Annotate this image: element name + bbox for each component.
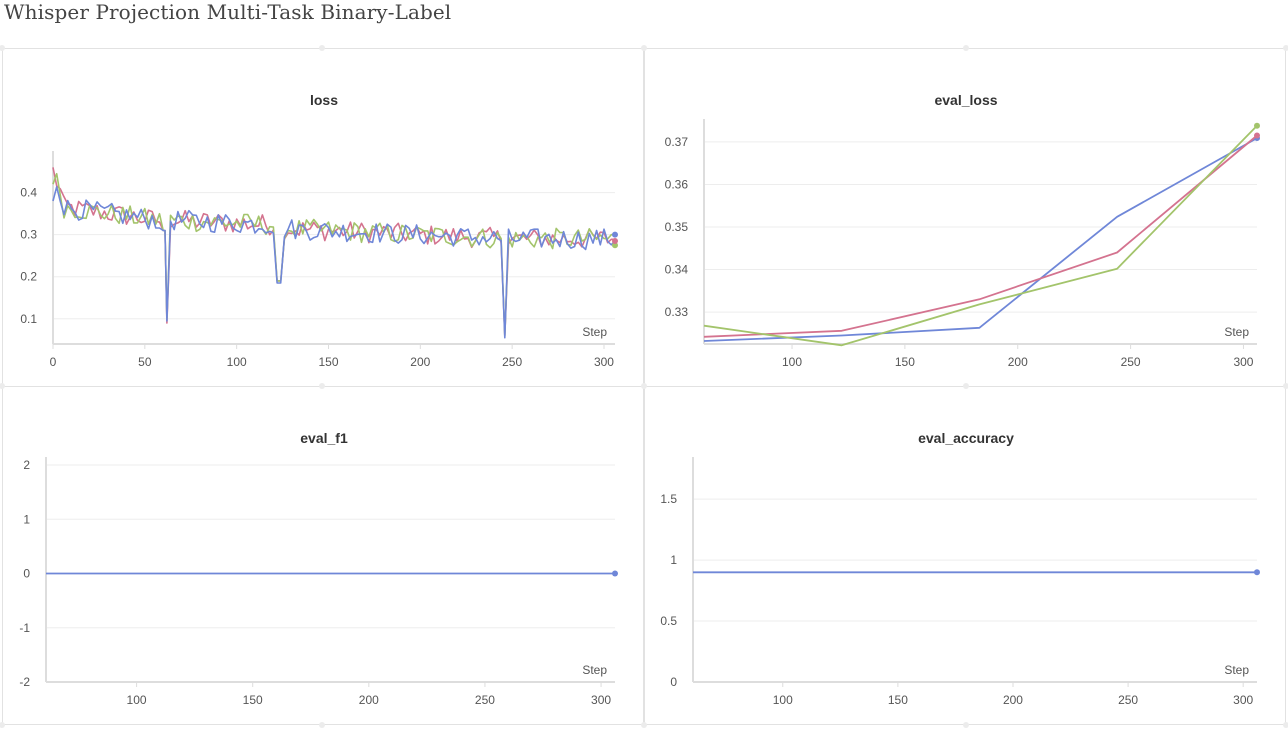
y-tick-label: 0.1 [20, 312, 37, 326]
x-axis-label: Step [1224, 325, 1249, 339]
grid-corner-dot [641, 45, 647, 51]
x-tick-label: 200 [359, 693, 379, 707]
x-axis-label: Step [582, 325, 607, 339]
y-tick-label: 1.5 [660, 492, 677, 506]
x-tick-label: 300 [1233, 355, 1253, 369]
x-tick-label: 100 [773, 693, 793, 707]
x-tick-label: 150 [243, 693, 263, 707]
x-tick-label: 150 [888, 693, 908, 707]
eval-f1-chart-panel[interactable]: eval_f1 -2 -1 0 1 2 100 150 200 250 300 Step [2, 386, 644, 725]
x-tick-label: 200 [1008, 355, 1028, 369]
x-tick-label: 200 [1003, 693, 1023, 707]
x-tick-label: 250 [1118, 693, 1138, 707]
series-end-point [612, 570, 618, 577]
grid-corner-dot [319, 722, 325, 728]
x-axis-label: Step [582, 663, 607, 677]
series-line-green[interactable] [703, 125, 1258, 347]
series-line-blue[interactable] [703, 137, 1258, 342]
grid-corner-dot [641, 722, 647, 728]
y-tick-label: -1 [19, 621, 30, 635]
x-tick-label: 200 [410, 355, 430, 369]
eval-accuracy-chart-panel[interactable]: eval_accuracy 0 0.5 1 1.5 100 150 200 250 300 Step [644, 386, 1286, 725]
y-tick-label: 0 [670, 675, 677, 689]
grid-corner-dot [963, 383, 969, 389]
x-tick-label: 250 [475, 693, 495, 707]
y-tick-label: 0.5 [660, 614, 677, 628]
grid-corner-dot [0, 722, 5, 728]
x-tick-label: 250 [1121, 355, 1141, 369]
y-tick-label: 1 [23, 512, 30, 526]
series-end-point [612, 242, 618, 249]
grid-corner-dot [963, 45, 969, 51]
eval-f1-chart: eval_f1 -2 -1 0 1 2 100 150 200 250 300 Step [19, 430, 618, 707]
y-tick-label: 0.34 [665, 263, 689, 277]
eval-accuracy-chart: eval_accuracy 0 0.5 1 1.5 100 150 200 250 300 Step [660, 430, 1260, 707]
y-tick-label: 1 [670, 553, 677, 567]
series-line-pink[interactable] [703, 134, 1258, 338]
grid-corner-dot [1283, 722, 1288, 728]
y-tick-label: 0.37 [665, 135, 689, 149]
x-tick-label: 100 [127, 693, 147, 707]
y-tick-label: -2 [19, 675, 30, 689]
chart-title: eval_f1 [300, 430, 348, 446]
y-tick-label: 0.4 [20, 186, 37, 200]
series-line-green[interactable] [52, 172, 616, 337]
x-tick-label: 150 [895, 355, 915, 369]
series-end-point [1254, 122, 1260, 129]
grid-corner-dot [963, 722, 969, 728]
chart-title: loss [310, 92, 338, 108]
x-axis-label: Step [1224, 663, 1249, 677]
grid-corner-dot [0, 45, 5, 51]
x-tick-label: 100 [782, 355, 802, 369]
x-tick-label: 300 [594, 355, 614, 369]
chart-title: eval_accuracy [918, 430, 1014, 446]
y-tick-label: 0.3 [20, 228, 37, 242]
x-tick-label: 300 [591, 693, 611, 707]
x-tick-label: 100 [227, 355, 247, 369]
panel-grid: loss 0.1 0.2 0.3 0.4 0 50 100 150 200 250 300 Step e… [0, 45, 1288, 730]
chart-title: eval_loss [934, 92, 997, 108]
grid-corner-dot [641, 383, 647, 389]
eval-loss-chart: eval_loss 0.33 0.34 0.35 0.36 0.37 100 150 200 25… [665, 92, 1260, 369]
grid-corner-dot [319, 45, 325, 51]
series-end-point [1254, 132, 1260, 139]
series-end-point [612, 231, 618, 238]
y-tick-label: 0.35 [665, 220, 689, 234]
y-tick-label: 0.33 [665, 305, 689, 319]
loss-chart-panel[interactable]: loss 0.1 0.2 0.3 0.4 0 50 100 150 200 250 300 Step [2, 48, 644, 387]
series-end-point [612, 237, 618, 244]
x-tick-label: 300 [1233, 693, 1253, 707]
grid-corner-dot [1283, 383, 1288, 389]
y-tick-label: 0.2 [20, 270, 37, 284]
x-tick-label: 250 [502, 355, 522, 369]
page-title: Whisper Projection Multi-Task Binary-Lab… [4, 0, 452, 24]
x-tick-label: 150 [318, 355, 338, 369]
y-tick-label: 2 [23, 458, 30, 472]
x-tick-label: 0 [50, 355, 57, 369]
x-tick-label: 50 [138, 355, 152, 369]
series-line-blue[interactable] [52, 186, 616, 339]
grid-corner-dot [0, 383, 5, 389]
y-tick-label: 0.36 [665, 177, 689, 191]
grid-corner-dot [319, 383, 325, 389]
y-tick-label: 0 [23, 567, 30, 581]
series-end-point [1254, 569, 1260, 576]
grid-corner-dot [1283, 45, 1288, 51]
loss-chart: loss 0.1 0.2 0.3 0.4 0 50 100 150 200 250 300 Step [20, 92, 618, 369]
eval-loss-chart-panel[interactable]: eval_loss 0.33 0.34 0.35 0.36 0.37 100 150 200 25… [644, 48, 1286, 387]
